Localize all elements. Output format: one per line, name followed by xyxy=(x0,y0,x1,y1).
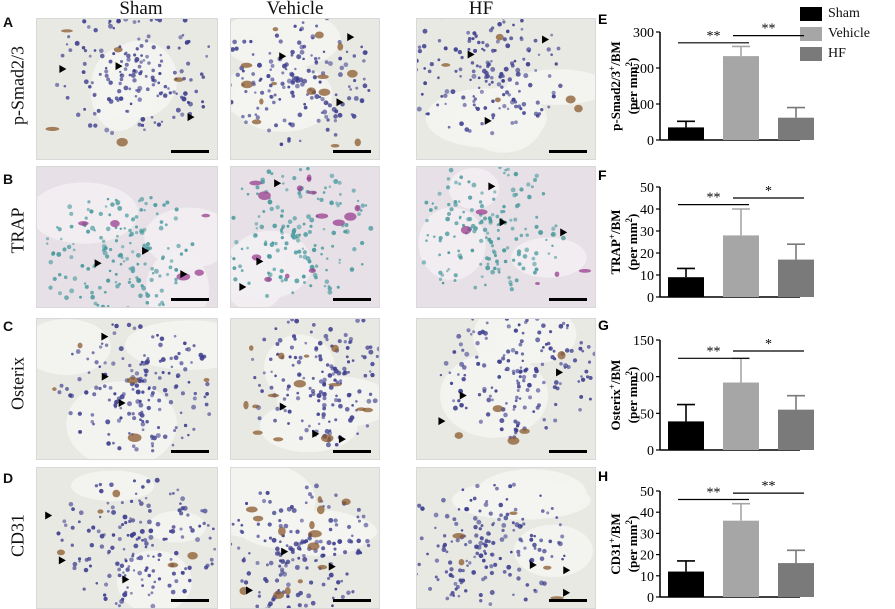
bar-f-vehicle xyxy=(723,235,759,297)
bar-h-vehicle xyxy=(723,521,759,597)
y-tick-label-e: 0 xyxy=(647,134,654,149)
bar-g-sham xyxy=(668,421,704,450)
y-axis-label-g: Osterix+/BM xyxy=(607,360,623,431)
bar-e-vehicle xyxy=(723,56,759,140)
significance-label-h: ** xyxy=(707,485,721,500)
bar-e-hf xyxy=(778,118,814,140)
y-tick-label-g: 50 xyxy=(640,407,654,422)
y-tick-label-f: 0 xyxy=(647,291,654,306)
y-axis-unit-h: (per mm2) xyxy=(624,516,640,573)
y-tick-label-g: 150 xyxy=(633,334,654,349)
y-axis-label-f: TRAP+/BM xyxy=(607,209,623,274)
panel-letter-g: G xyxy=(598,317,609,333)
y-tick-label-h: 20 xyxy=(640,549,654,564)
significance-label-e: ** xyxy=(762,22,776,37)
y-tick-label-f: 50 xyxy=(640,181,654,196)
y-tick-label-e: 300 xyxy=(633,26,654,41)
panel-letter-e: E xyxy=(598,11,607,27)
significance-label-g: ** xyxy=(707,344,721,359)
bar-h-sham xyxy=(668,572,704,597)
bar-f-hf xyxy=(778,260,814,297)
y-tick-label-f: 30 xyxy=(640,225,654,240)
y-tick-label-f: 10 xyxy=(640,269,654,284)
bar-g-vehicle xyxy=(723,383,759,450)
panel-letter-f: F xyxy=(598,167,607,183)
bar-f-sham xyxy=(668,277,704,297)
y-tick-label-h: 40 xyxy=(640,506,654,521)
y-axis-label-h: CD31+/BM xyxy=(607,513,623,574)
y-tick-label-h: 10 xyxy=(640,570,654,585)
significance-label-h: ** xyxy=(762,479,776,494)
significance-label-g: * xyxy=(765,337,772,352)
y-axis-unit-f: (per mm2) xyxy=(624,214,640,271)
y-tick-label-f: 20 xyxy=(640,247,654,262)
y-tick-label-h: 0 xyxy=(647,591,654,606)
y-tick-label-g: 0 xyxy=(647,444,654,459)
bar-e-sham xyxy=(668,127,704,140)
significance-label-e: ** xyxy=(707,29,721,44)
y-tick-label-h: 30 xyxy=(640,527,654,542)
bar-h-hf xyxy=(778,563,814,597)
y-tick-label-h: 50 xyxy=(640,485,654,500)
y-tick-label-f: 40 xyxy=(640,203,654,218)
significance-label-f: ** xyxy=(707,191,721,206)
significance-label-f: * xyxy=(765,184,772,199)
panel-letter-h: H xyxy=(598,468,608,484)
bar-g-hf xyxy=(778,410,814,450)
y-axis-label-e: p-Smad2/3+/BM xyxy=(607,41,623,131)
